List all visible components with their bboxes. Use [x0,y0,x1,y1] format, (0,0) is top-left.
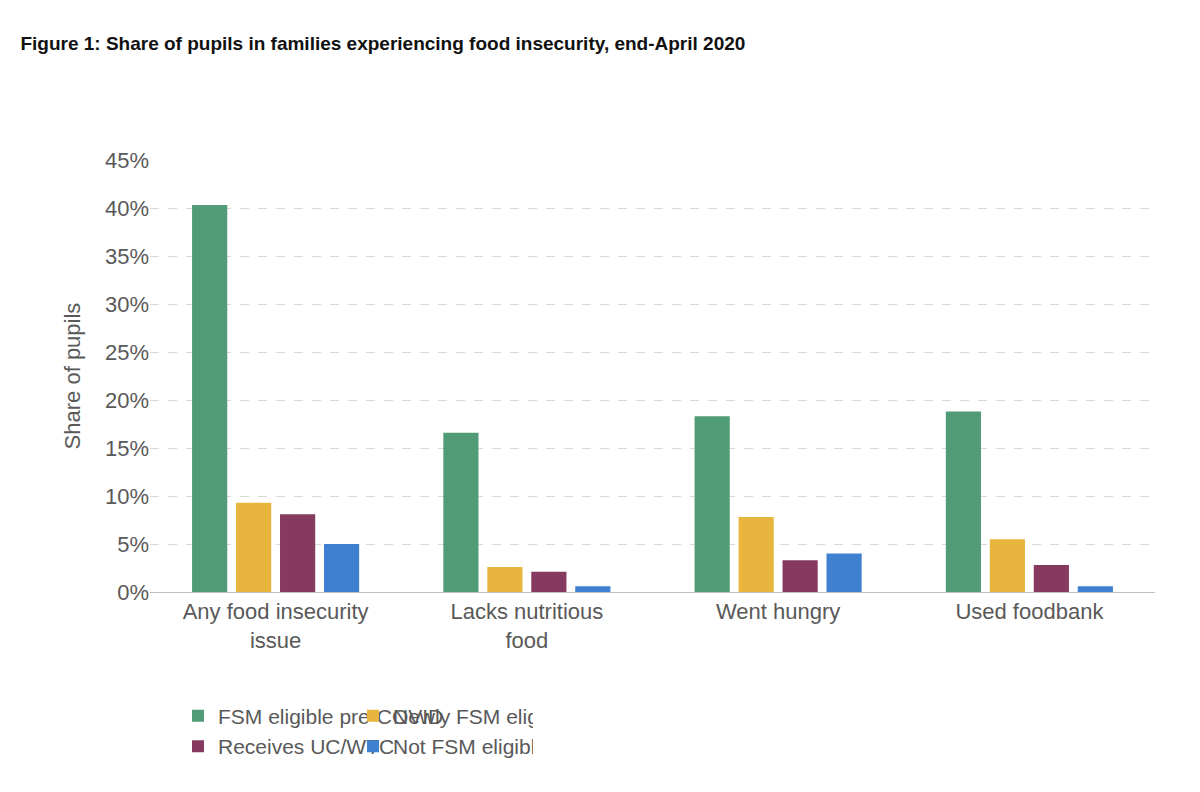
svg-text:Went hungry: Went hungry [716,599,840,624]
svg-text:Figure 1: Share of pupils in f: Figure 1: Share of pupils in families ex… [20,33,745,54]
svg-text:FSM eligible pre-COVID: FSM eligible pre-COVID [218,705,444,728]
svg-text:45%: 45% [105,148,149,173]
svg-text:Receives UC/WTC: Receives UC/WTC [218,735,394,758]
svg-text:25%: 25% [105,340,149,365]
svg-text:40%: 40% [105,196,149,221]
svg-text:Lacks nutritiousfood: Lacks nutritiousfood [450,599,603,653]
svg-text:Used foodbank: Used foodbank [955,599,1104,624]
svg-text:15%: 15% [105,436,149,461]
svg-text:Newly FSM eligible: Newly FSM eligible [393,705,533,728]
svg-text:0%: 0% [117,580,149,605]
svg-text:5%: 5% [117,532,149,557]
svg-text:35%: 35% [105,244,149,269]
svg-text:Share of pupils: Share of pupils [60,303,85,450]
svg-text:Not FSM eligible: Not FSM eligible [393,735,533,758]
svg-text:Any food insecurityissue: Any food insecurityissue [183,599,369,653]
svg-text:10%: 10% [105,484,149,509]
svg-text:20%: 20% [105,388,149,413]
svg-text:30%: 30% [105,292,149,317]
